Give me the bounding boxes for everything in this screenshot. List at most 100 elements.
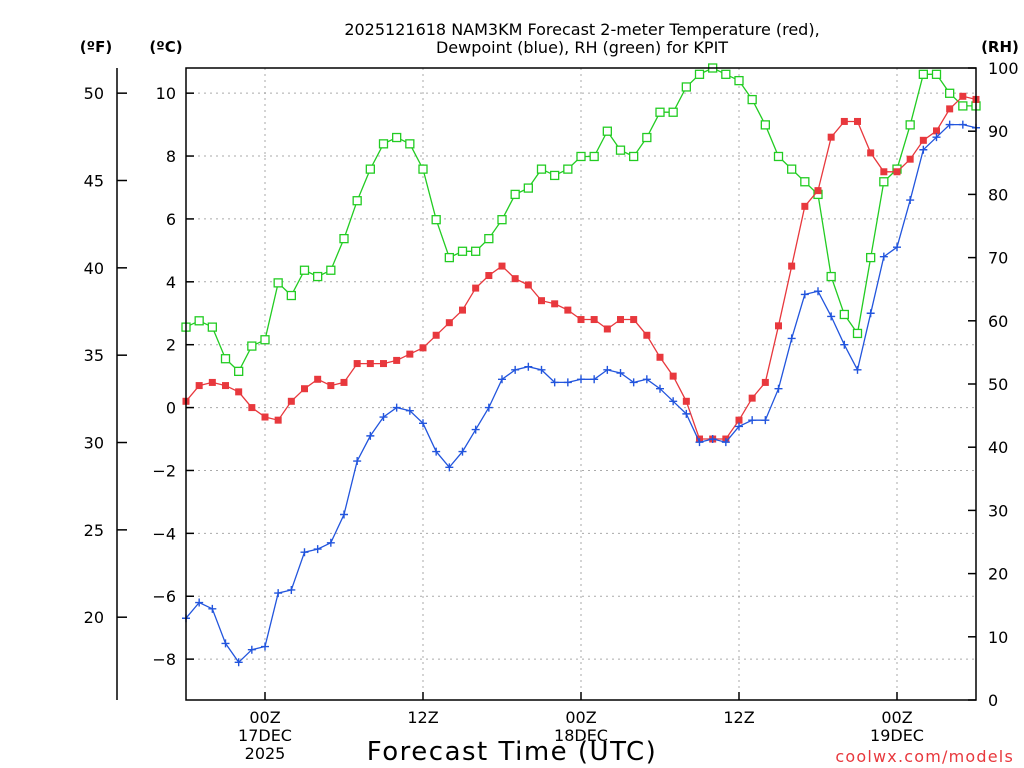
- point-open-square-46: [787, 164, 797, 174]
- point-plus-59: [958, 120, 967, 129]
- point-plus-7: [274, 589, 283, 598]
- point-filled-square-47: [801, 202, 809, 210]
- point-plus-26: [524, 362, 533, 371]
- point-plus-40: [708, 435, 717, 444]
- point-plus-56: [919, 145, 928, 154]
- point-open-square-35: [642, 132, 652, 143]
- time-tick-label-54-0: 00Z: [881, 708, 912, 727]
- point-open-square-8: [286, 290, 296, 301]
- point-plus-23: [484, 403, 493, 412]
- point-plus-2: [208, 604, 217, 613]
- point-filled-square-25: [511, 275, 519, 283]
- point-open-square-51: [852, 328, 863, 339]
- point-filled-square-52: [867, 149, 875, 157]
- point-open-square-25: [510, 189, 520, 200]
- point-filled-square-51: [854, 117, 861, 125]
- point-plus-42: [735, 422, 743, 431]
- point-open-square-44: [760, 120, 770, 130]
- point-open-square-23: [484, 233, 494, 244]
- point-filled-square-18: [419, 344, 427, 352]
- point-open-square-34: [629, 151, 639, 162]
- celsius-tick-label-8: 8: [166, 147, 176, 166]
- rh-tick-label-40: 40: [988, 438, 1008, 457]
- point-open-square-57: [931, 69, 942, 79]
- point-open-square-41: [721, 69, 731, 79]
- point-filled-square-55: [906, 155, 914, 163]
- celsius-tick-label-−4: −4: [152, 524, 176, 543]
- point-plus-21: [458, 447, 467, 456]
- point-filled-square-33: [617, 316, 624, 324]
- point-open-square-9: [299, 265, 310, 275]
- point-open-square-19: [431, 215, 441, 225]
- gridlines: [186, 68, 976, 700]
- point-filled-square-1: [195, 382, 203, 390]
- point-open-square-15: [378, 139, 389, 149]
- point-filled-square-37: [669, 372, 677, 380]
- point-open-square-20: [444, 252, 454, 263]
- point-filled-square-12: [340, 378, 348, 386]
- point-open-square-6: [260, 335, 270, 345]
- celsius-tick-label-0: 0: [166, 399, 176, 418]
- point-plus-4: [234, 658, 243, 667]
- point-plus-54: [893, 243, 901, 252]
- point-filled-square-44: [761, 378, 769, 386]
- point-filled-square-11: [327, 382, 335, 390]
- point-open-square-21: [457, 246, 468, 256]
- fahrenheit-tick-label-40: 40: [84, 259, 104, 278]
- point-open-square-50: [839, 309, 849, 320]
- point-filled-square-34: [630, 316, 638, 324]
- point-plus-48: [814, 287, 822, 296]
- point-filled-square-42: [735, 416, 743, 424]
- point-filled-square-29: [564, 306, 572, 314]
- point-open-square-36: [655, 107, 665, 117]
- rh-axis-label: (RH): [981, 38, 1019, 56]
- point-plus-3: [221, 639, 230, 648]
- point-plus-36: [656, 384, 664, 393]
- point-open-square-49: [826, 271, 836, 282]
- fahrenheit-tick-label-45: 45: [84, 171, 104, 190]
- series-layer: [181, 63, 981, 667]
- point-filled-square-5: [248, 404, 256, 412]
- point-open-square-11: [326, 265, 336, 275]
- point-plus-20: [445, 463, 454, 472]
- celsius-axis: −8 −6 −4 −2 0 2 4 6 8 10: [152, 84, 194, 669]
- point-open-square-27: [536, 164, 547, 174]
- point-plus-49: [827, 312, 836, 321]
- point-filled-square-49: [827, 133, 835, 141]
- celsius-tick-label-−8: −8: [152, 650, 176, 669]
- point-open-square-52: [866, 252, 876, 263]
- point-filled-square-4: [235, 388, 243, 396]
- point-plus-32: [603, 365, 612, 374]
- chart-title-line2: Dewpoint (blue), RH (green) for KPIT: [436, 38, 728, 57]
- rh-tick-label-60: 60: [988, 312, 1008, 331]
- point-plus-22: [471, 425, 480, 434]
- point-plus-35: [642, 375, 651, 384]
- point-filled-square-35: [643, 331, 651, 339]
- point-filled-square-48: [814, 187, 822, 195]
- point-plus-57: [932, 133, 941, 142]
- point-plus-39: [695, 438, 704, 447]
- x-axis-label: Forecast Time (UTC): [367, 737, 658, 767]
- point-filled-square-57: [933, 127, 940, 135]
- rh-tick-label-90: 90: [988, 122, 1008, 141]
- point-open-square-12: [339, 233, 349, 244]
- point-filled-square-3: [222, 382, 229, 390]
- point-plus-29: [563, 378, 572, 387]
- time-tick-label-6-0: 00Z: [249, 708, 280, 727]
- point-plus-18: [419, 419, 427, 428]
- point-plus-1: [195, 598, 204, 607]
- point-plus-38: [682, 409, 691, 418]
- point-plus-9: [300, 548, 309, 557]
- fahrenheit-tick-label-30: 30: [84, 434, 104, 453]
- point-open-square-39: [694, 69, 705, 79]
- point-plus-24: [498, 375, 506, 384]
- fahrenheit-axis: 20 25 30 35 40 45 50: [84, 68, 127, 700]
- plot-frame: [185, 67, 977, 701]
- time-tick-label-42-0: 12Z: [723, 708, 754, 727]
- point-open-square-24: [497, 215, 507, 225]
- series-plus: [182, 120, 980, 667]
- point-plus-11: [326, 538, 335, 547]
- point-plus-25: [511, 365, 520, 374]
- point-plus-15: [379, 413, 388, 422]
